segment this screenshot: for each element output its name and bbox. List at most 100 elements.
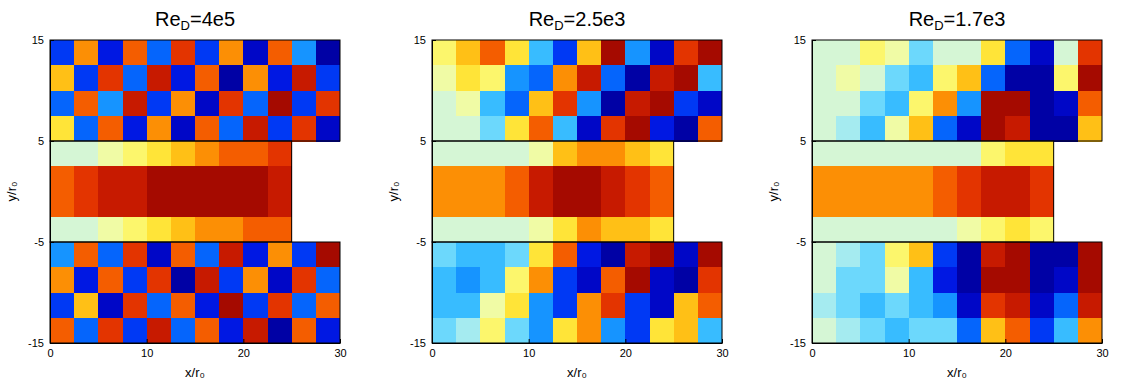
cell — [553, 318, 578, 343]
cell — [316, 293, 340, 319]
cell — [1054, 65, 1079, 91]
cell — [1005, 141, 1030, 167]
cell — [195, 293, 220, 319]
cell — [195, 242, 220, 268]
cell — [625, 166, 650, 192]
cell — [292, 318, 317, 343]
y-tick-mark — [432, 40, 436, 41]
x-tick-label: 30 — [334, 347, 346, 359]
cell — [1005, 318, 1030, 343]
cell — [981, 192, 1006, 218]
cell — [268, 318, 293, 343]
cell — [147, 116, 172, 142]
cell — [812, 116, 837, 142]
cell — [836, 65, 861, 91]
cell — [480, 293, 505, 319]
cell — [268, 217, 293, 243]
cell — [219, 65, 244, 91]
frame — [432, 141, 674, 242]
y-tick-mark — [50, 343, 54, 344]
cell — [981, 116, 1006, 142]
y-tick-label: 15 — [32, 34, 44, 46]
cell — [98, 242, 123, 268]
cell — [50, 40, 75, 66]
cell — [505, 166, 530, 192]
cell — [292, 267, 317, 293]
cell — [933, 242, 958, 268]
cell — [836, 242, 861, 268]
cell — [123, 293, 148, 319]
cell — [1078, 293, 1102, 319]
y-tick-mark — [812, 40, 816, 41]
x-tick-mark — [147, 339, 148, 343]
cell — [1005, 217, 1030, 243]
x-tick-mark — [909, 339, 910, 343]
cell — [625, 91, 650, 117]
cell — [243, 242, 268, 268]
cell — [50, 242, 75, 268]
cell — [1078, 91, 1102, 117]
x-tick-mark — [529, 339, 530, 343]
cell — [909, 91, 934, 117]
cell — [74, 116, 99, 142]
cell — [909, 141, 934, 167]
panel-title: ReD=1.7e3 — [909, 8, 1006, 33]
cell — [480, 91, 505, 117]
cell — [456, 293, 481, 319]
cell — [98, 65, 123, 91]
x-tick-label: 0 — [47, 347, 53, 359]
cell — [957, 242, 982, 268]
cell — [243, 166, 268, 192]
cell — [885, 217, 910, 243]
cell — [480, 318, 505, 343]
cell — [316, 40, 340, 66]
cell — [625, 318, 650, 343]
cell — [909, 242, 934, 268]
cell — [909, 116, 934, 142]
cell — [195, 166, 220, 192]
y-axis-title: y/r₀ — [386, 182, 401, 202]
cell — [432, 318, 457, 343]
cell — [860, 65, 885, 91]
cell — [981, 293, 1006, 319]
cell — [1030, 242, 1055, 268]
cell — [432, 40, 457, 66]
cell — [219, 91, 244, 117]
cell — [957, 293, 982, 319]
cell — [885, 40, 910, 66]
cell — [812, 166, 837, 192]
cell — [933, 192, 958, 218]
cell — [316, 318, 340, 343]
cell — [981, 242, 1006, 268]
x-tick: 10 — [523, 339, 535, 359]
cell — [432, 141, 457, 167]
cell — [650, 141, 675, 167]
x-axis: 0102030 — [809, 339, 1108, 359]
cell — [268, 40, 293, 66]
cell — [316, 116, 340, 142]
cell — [529, 242, 554, 268]
cell — [674, 318, 699, 343]
cell — [957, 116, 982, 142]
y-tick-label: 5 — [38, 135, 44, 147]
cell — [650, 65, 675, 91]
cell — [50, 116, 75, 142]
cell — [432, 65, 457, 91]
cell — [171, 267, 196, 293]
cell — [171, 141, 196, 167]
y-tick-label: -15 — [790, 337, 806, 349]
cell — [219, 293, 244, 319]
cell — [625, 141, 650, 167]
cell — [456, 242, 481, 268]
cell — [529, 116, 554, 142]
cell — [812, 293, 837, 319]
cell — [836, 217, 861, 243]
cell — [601, 65, 626, 91]
cell — [836, 318, 861, 343]
cell — [480, 267, 505, 293]
cell — [674, 293, 699, 319]
cell — [577, 40, 602, 66]
y-tick: -5 — [796, 236, 816, 248]
cell — [123, 166, 148, 192]
cell — [219, 141, 244, 167]
